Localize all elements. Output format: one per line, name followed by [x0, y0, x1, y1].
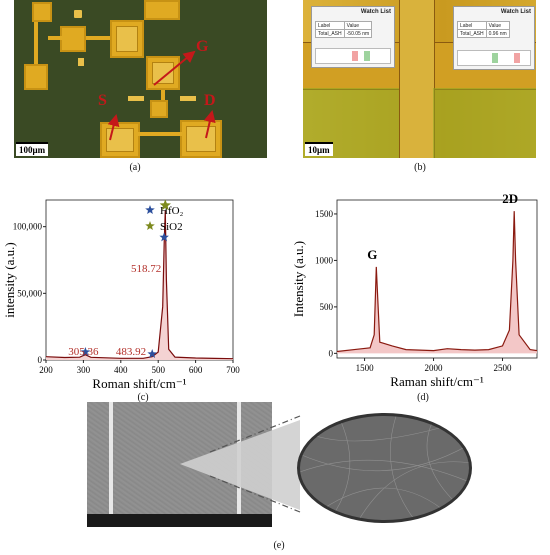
spectrum-line — [336, 211, 538, 353]
watch-list-table: Label Value Total_ASH -50.05 nm — [315, 21, 373, 38]
plot-frame — [336, 199, 538, 359]
panel-label-b: (b) — [414, 162, 426, 173]
x-tick-label: 600 — [189, 365, 203, 375]
row-label: Total_ASH — [457, 29, 487, 38]
gate-arrow — [153, 50, 196, 86]
x-tick-label: 400 — [114, 365, 128, 375]
arrow-overlay — [107, 50, 216, 141]
row-value: -50.05 nm — [343, 29, 373, 38]
contact-pad — [144, 0, 180, 20]
peak-star — [80, 347, 91, 356]
chart-c: 200 300 400 500 600 700 0 50,000 100,000 Roman sh… — [2, 199, 240, 390]
x-tick-label: 2500 — [494, 363, 512, 373]
gate-pad — [146, 56, 180, 90]
electrode-edge-left — [109, 402, 113, 514]
y-tick-label: 0 — [38, 355, 43, 365]
col-value: Value — [485, 21, 510, 30]
panel-label-e: (e) — [273, 540, 285, 551]
zoom-ellipse — [297, 413, 472, 523]
legend-marker — [145, 221, 155, 230]
peak-star — [159, 199, 171, 211]
contact-pad — [24, 64, 48, 90]
source-pad — [100, 122, 140, 158]
chart-d: 1500 2000 2500 0 500 1000 1500 Raman shift/cm⁻¹… — [291, 191, 538, 389]
peak-star — [147, 349, 157, 358]
watch-list-right: Watch List Label Value Total_ASH 0.96 nm — [453, 6, 535, 70]
x-tick-label: 1500 — [356, 363, 375, 373]
watch-list-left: Watch List Label Value Total_ASH -50.05 nm — [311, 6, 395, 68]
col-label: Label — [457, 21, 487, 30]
panel-label-c: (c) — [137, 392, 149, 403]
y-tick-label: 100,000 — [13, 222, 43, 232]
plot-frame — [45, 199, 234, 361]
panel-label-a: (a) — [129, 162, 141, 173]
watch-list-title: Watch List — [500, 9, 531, 15]
micrograph-a: G S D 100μm — [14, 0, 267, 158]
spectrum-fill — [46, 210, 233, 360]
peak-annotation: 518.72 — [131, 263, 161, 275]
watch-list-title: Watch List — [360, 9, 391, 15]
channel-pad — [150, 100, 168, 118]
contact-pad — [32, 2, 52, 22]
col-value: Value — [343, 21, 373, 30]
x-tick-label: 700 — [226, 365, 240, 375]
watch-plot — [315, 48, 391, 64]
source-arrow — [107, 114, 120, 141]
contact-pad — [110, 20, 144, 58]
legend-label: SiO2 — [160, 221, 183, 233]
label-d: D — [204, 92, 216, 109]
x-tick-label: 300 — [77, 365, 91, 375]
legend-marker — [145, 205, 155, 214]
spectrum-fill — [337, 211, 537, 354]
peak-annotation: 483.92 — [116, 346, 146, 358]
y-tick-label: 1500 — [315, 209, 334, 219]
peak-star — [159, 232, 169, 242]
scale-bar-a: 100μm — [16, 142, 49, 156]
panel-label-d: (d) — [417, 392, 429, 403]
y-axis-label: intensity (a.u.) — [2, 242, 17, 317]
x-tick-label: 200 — [39, 365, 53, 375]
sem-info-bar — [87, 514, 272, 527]
x-tick-label: 500 — [151, 365, 165, 375]
watch-list-table: Label Value Total_ASH 0.96 nm — [457, 21, 510, 38]
y-tick-label: 50,000 — [17, 288, 42, 298]
label-s: S — [98, 92, 107, 109]
col-label: Label — [315, 21, 345, 30]
drain-arrow — [203, 110, 216, 139]
x-axis-label: Roman shift/cm⁻¹ — [92, 376, 186, 390]
scale-bar-b: 10μm — [305, 142, 333, 156]
drain-pad — [180, 120, 222, 158]
peak-label: 2D — [502, 191, 518, 206]
peak-annotation: 305.36 — [68, 346, 99, 358]
x-tick-label: 2000 — [425, 363, 444, 373]
y-tick-label: 1000 — [315, 255, 334, 265]
row-value: 0.96 nm — [485, 29, 510, 38]
zoom-callout — [180, 415, 301, 513]
x-axis-label: Raman shift/cm⁻¹ — [390, 374, 484, 389]
label-g: G — [196, 38, 209, 55]
y-axis-label: Intensity (a.u.) — [291, 241, 306, 317]
micrograph-b: Watch List Label Value Total_ASH -50.05 nm… — [303, 0, 536, 158]
peak-label: G — [367, 247, 377, 262]
row-label: Total_ASH — [315, 29, 345, 38]
y-tick-label: 500 — [320, 302, 334, 312]
watch-plot — [457, 50, 531, 66]
spectrum-line — [45, 210, 234, 360]
y-tick-label: 0 — [329, 348, 334, 358]
